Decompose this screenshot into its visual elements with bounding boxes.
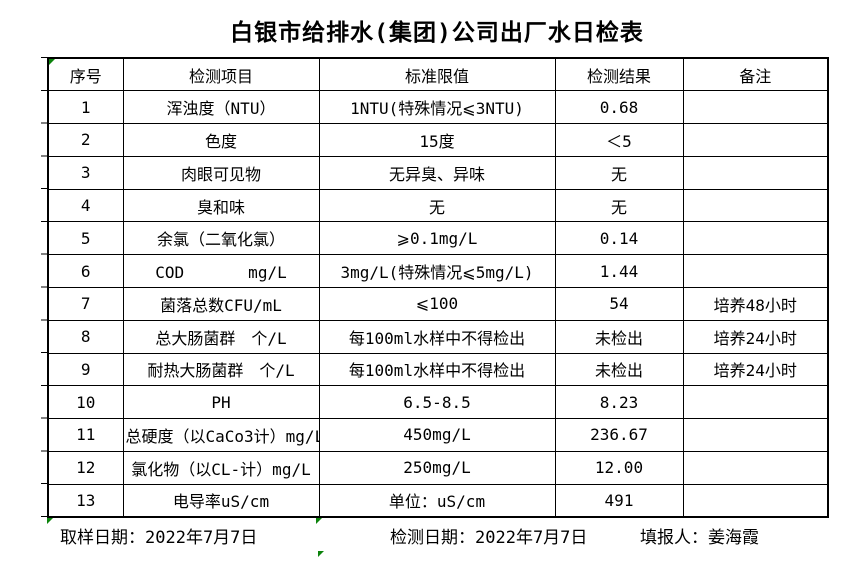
header-limit: 标准限值 — [318, 57, 556, 92]
note-cell — [682, 188, 829, 223]
result-cell: 8.23 — [554, 385, 684, 420]
note-cell — [682, 90, 829, 125]
limit-cell: 每100ml水样中不得检出 — [318, 352, 556, 387]
gridline-ticks — [41, 57, 48, 517]
note-cell — [682, 254, 829, 288]
result-cell: 无 — [554, 155, 684, 190]
result-cell: 1.44 — [554, 254, 684, 288]
table-row: 11 总硬度（以CaCo3计）mg/L 450mg/L 236.67 — [47, 418, 829, 452]
table-row: 1 浑浊度（NTU） 1NTU(特殊情况⩽3NTU) 0.68 — [47, 90, 829, 125]
row-number-cell: 10 — [47, 385, 124, 420]
row-number-cell: 5 — [47, 221, 124, 256]
row-number-cell: 7 — [47, 286, 124, 321]
note-cell — [682, 221, 829, 256]
header-seq: 序号 — [47, 57, 124, 92]
row-number-cell: 2 — [47, 123, 124, 157]
limit-cell: 每100ml水样中不得检出 — [318, 319, 556, 354]
limit-cell: 15度 — [318, 123, 556, 157]
note-cell — [682, 123, 829, 157]
limit-cell: 250mg/L — [318, 450, 556, 485]
note-cell — [682, 385, 829, 420]
row-number-cell: 6 — [47, 254, 124, 288]
table-row: 13 电导率uS/cm 单位：uS/cm 491 — [47, 483, 829, 518]
row-number-cell: 1 — [47, 90, 124, 125]
table-row: 7 菌落总数CFU/mL ⩽100 54 培养48小时 — [47, 286, 829, 321]
table-row: 4 臭和味 无 无 — [47, 188, 829, 223]
note-cell: 培养24小时 — [682, 352, 829, 387]
limit-cell: 450mg/L — [318, 418, 556, 452]
row-number-cell: 3 — [47, 155, 124, 190]
item-cell: 浑浊度（NTU） — [122, 90, 320, 125]
page-title: 白银市给排水(集团)公司出厂水日检表 — [230, 20, 644, 46]
result-cell: 无 — [554, 188, 684, 223]
item-cell: 耐热大肠菌群 个/L — [122, 352, 320, 387]
row-number-cell: 11 — [47, 418, 124, 452]
item-cell: 臭和味 — [122, 188, 320, 223]
note-cell: 培养48小时 — [682, 286, 829, 321]
item-cell: PH — [122, 385, 320, 420]
table-row: 9 耐热大肠菌群 个/L 每100ml水样中不得检出 未检出 培养24小时 — [47, 352, 829, 387]
table-row: 3 肉眼可见物 无异臭、异味 无 — [47, 155, 829, 190]
note-cell — [682, 450, 829, 485]
limit-cell: 无异臭、异味 — [318, 155, 556, 190]
header-note: 备注 — [682, 57, 829, 92]
limit-cell: 无 — [318, 188, 556, 223]
cell-flag-icon — [49, 59, 55, 65]
row-number-cell: 8 — [47, 319, 124, 354]
limit-cell: 单位：uS/cm — [318, 483, 556, 518]
item-cell: 菌落总数CFU/mL — [122, 286, 320, 321]
item-cell: 色度 — [122, 123, 320, 157]
item-cell: 总大肠菌群 个/L — [122, 319, 320, 354]
limit-cell: 6.5-8.5 — [318, 385, 556, 420]
reporter-text: 填报人：姜海霞 — [640, 528, 759, 548]
limit-cell: 1NTU(特殊情况⩽3NTU) — [318, 90, 556, 125]
table-row: 5 余氯（二氧化氯） ⩾0.1mg/L 0.14 — [47, 221, 829, 256]
limit-cell: ⩽100 — [318, 286, 556, 321]
header-item: 检测项目 — [122, 57, 320, 92]
row-number-cell: 12 — [47, 450, 124, 485]
table-row: 8 总大肠菌群 个/L 每100ml水样中不得检出 未检出 培养24小时 — [47, 319, 829, 354]
cell-flag-icon — [316, 518, 322, 524]
table-row: 2 色度 15度 ＜5 — [47, 123, 829, 157]
item-cell: COD mg/L — [122, 254, 320, 288]
result-cell: 491 — [554, 483, 684, 518]
row-number-cell: 9 — [47, 352, 124, 387]
item-cell: 氯化物（以CL-计）mg/L — [122, 450, 320, 485]
row-number-cell: 4 — [47, 188, 124, 223]
limit-cell: ⩾0.1mg/L — [318, 221, 556, 256]
item-cell: 余氯（二氧化氯） — [122, 221, 320, 256]
result-cell: 未检出 — [554, 319, 684, 354]
result-cell: 0.68 — [554, 90, 684, 125]
inspection-table: 序号 检测项目 标准限值 检测结果 备注 1 浑浊度（NTU） 1NTU(特殊情… — [47, 57, 829, 518]
limit-cell: 3mg/L(特殊情况⩽5mg/L) — [318, 254, 556, 288]
sample-date-text: 取样日期：2022年7月7日 — [60, 528, 258, 548]
cell-flag-icon — [318, 551, 324, 557]
note-cell — [682, 418, 829, 452]
note-cell: 培养24小时 — [682, 319, 829, 354]
note-cell — [682, 483, 829, 518]
row-number-cell: 13 — [47, 483, 124, 518]
item-cell: 肉眼可见物 — [122, 155, 320, 190]
result-cell: 未检出 — [554, 352, 684, 387]
test-date-text: 检测日期：2022年7月7日 — [390, 528, 588, 548]
result-cell: 54 — [554, 286, 684, 321]
cell-flag-icon — [47, 518, 53, 524]
table-row: 12 氯化物（以CL-计）mg/L 250mg/L 12.00 — [47, 450, 829, 485]
header-result: 检测结果 — [554, 57, 684, 92]
table-row: 6 COD mg/L 3mg/L(特殊情况⩽5mg/L) 1.44 — [47, 254, 829, 288]
note-cell — [682, 155, 829, 190]
result-cell: 236.67 — [554, 418, 684, 452]
item-cell: 总硬度（以CaCo3计）mg/L — [122, 418, 320, 452]
result-cell: ＜5 — [554, 123, 684, 157]
item-cell: 电导率uS/cm — [122, 483, 320, 518]
result-cell: 12.00 — [554, 450, 684, 485]
header-row: 序号 检测项目 标准限值 检测结果 备注 — [47, 57, 829, 92]
table-row: 10 PH 6.5-8.5 8.23 — [47, 385, 829, 420]
result-cell: 0.14 — [554, 221, 684, 256]
